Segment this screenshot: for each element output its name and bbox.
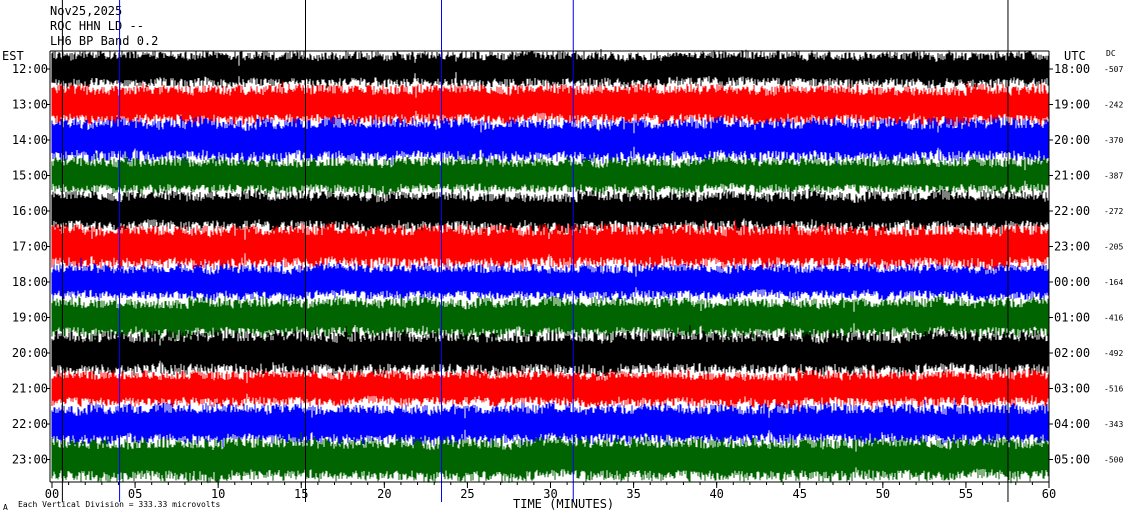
dc-offset-label: -387 <box>1104 172 1123 181</box>
right-row-label: 23:00 <box>1054 240 1090 254</box>
dc-offset-label: -416 <box>1104 314 1123 323</box>
trace-row-9 <box>51 367 1050 414</box>
trace-group <box>51 0 1050 502</box>
left-row-label: 12:00 <box>12 62 48 76</box>
trace-row-0 <box>51 49 1050 89</box>
x-tick-label: 45 <box>793 487 807 501</box>
trace-row-6 <box>51 257 1050 303</box>
x-tick-label: 15 <box>294 487 308 501</box>
x-tick-label: 55 <box>959 487 973 501</box>
dc-offset-label: -205 <box>1104 243 1123 252</box>
trace-row-11 <box>51 431 1050 484</box>
left-axis-title: EST <box>2 49 24 63</box>
x-tick-label: 60 <box>1042 487 1056 501</box>
right-row-label: 19:00 <box>1054 98 1090 112</box>
dc-offset-label: -507 <box>1104 65 1123 74</box>
footnote-text: Each Vertical Division = 333.33 microvol… <box>18 500 220 509</box>
right-row-label: 00:00 <box>1054 275 1090 289</box>
axis-labels: EST UTC DC TIME (MINUTES) A Each Vertica… <box>2 49 1123 512</box>
filter-label: LH6 BP Band 0.2 <box>50 34 159 48</box>
right-row-label: 03:00 <box>1054 382 1090 396</box>
left-row-label: 15:00 <box>12 169 48 183</box>
right-row-label: 05:00 <box>1054 453 1090 467</box>
x-tick-label: 00 <box>45 487 59 501</box>
right-axis-title: UTC <box>1064 49 1086 63</box>
dc-offset-label: -164 <box>1104 278 1123 287</box>
trace-row-2 <box>51 115 1050 167</box>
dc-title: DC <box>1106 49 1116 58</box>
x-tick-label: 50 <box>876 487 890 501</box>
x-tick-label: 35 <box>626 487 640 501</box>
dc-offset-label: -492 <box>1104 349 1123 358</box>
right-row-label: 04:00 <box>1054 417 1090 431</box>
x-axis-title: TIME (MINUTES) <box>513 497 614 511</box>
dc-offset-label: -370 <box>1104 136 1123 145</box>
trace-row-8 <box>51 325 1050 381</box>
trace-row-4 <box>51 188 1050 239</box>
footnote-mark: A <box>3 503 8 512</box>
left-row-label: 17:00 <box>12 240 48 254</box>
date-label: Nov25,2025 <box>50 4 123 18</box>
x-tick-label: 25 <box>460 487 474 501</box>
trace-row-1 <box>51 81 1050 132</box>
dc-offset-label: -343 <box>1104 420 1123 429</box>
right-row-label: 22:00 <box>1054 204 1090 218</box>
x-tick-label: 05 <box>128 487 142 501</box>
left-row-label: 21:00 <box>12 382 48 396</box>
right-row-label: 20:00 <box>1054 133 1090 147</box>
dc-offset-label: -272 <box>1104 207 1123 216</box>
left-row-label: 19:00 <box>12 311 48 325</box>
dc-offset-label: -500 <box>1104 456 1123 465</box>
dc-offset-label: -242 <box>1104 101 1123 110</box>
left-row-label: 18:00 <box>12 275 48 289</box>
x-tick-label: 10 <box>211 487 225 501</box>
trace-row-5 <box>51 220 1050 274</box>
left-row-label: 13:00 <box>12 98 48 112</box>
right-row-label: 18:00 <box>1054 62 1090 76</box>
right-row-label: 21:00 <box>1054 169 1090 183</box>
x-tick-label: 30 <box>543 487 557 501</box>
trace-row-7 <box>51 294 1050 345</box>
left-row-label: 20:00 <box>12 346 48 360</box>
trace-row-10 <box>51 399 1050 449</box>
plot-frame <box>46 50 1053 488</box>
left-row-label: 23:00 <box>12 453 48 467</box>
left-row-label: 22:00 <box>12 417 48 431</box>
trace-row-3 <box>51 151 1050 199</box>
right-row-label: 01:00 <box>1054 311 1090 325</box>
left-row-label: 16:00 <box>12 204 48 218</box>
right-row-label: 02:00 <box>1054 346 1090 360</box>
x-tick-label: 40 <box>709 487 723 501</box>
dc-offset-label: -516 <box>1104 385 1123 394</box>
station-label: ROC HHN LD -- <box>50 19 144 33</box>
x-tick-label: 20 <box>377 487 391 501</box>
left-row-label: 14:00 <box>12 133 48 147</box>
